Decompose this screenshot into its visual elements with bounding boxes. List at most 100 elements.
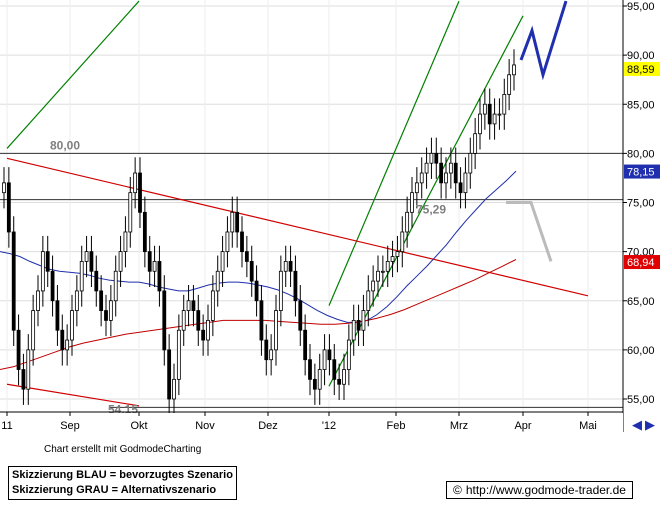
x-tick-label: Feb — [387, 420, 406, 432]
y-tick-label: 90,00 — [627, 50, 655, 62]
trend-lines — [6, 0, 589, 407]
price-body — [463, 172, 468, 194]
level-label: 54,15 — [108, 402, 138, 416]
level-label: 80,00 — [50, 138, 80, 152]
price-body — [99, 290, 104, 311]
legend-grey: Skizzierung GRAU = Alternativszenario — [12, 484, 217, 496]
price-body — [434, 152, 439, 164]
price-body — [186, 300, 191, 311]
price-body — [303, 329, 308, 361]
price-body — [308, 359, 312, 380]
y-tick-label: 65,00 — [627, 296, 655, 308]
price-body — [390, 256, 395, 262]
plot-area — [0, 0, 623, 412]
scroll-right-icon[interactable]: ▶ — [645, 418, 655, 433]
price-body — [2, 182, 6, 194]
price-body — [410, 192, 414, 213]
x-tick-label: Apr — [514, 420, 531, 432]
price-body — [395, 251, 400, 257]
price-tags: 88,59 78,15 68,94 — [624, 61, 660, 270]
price-body — [259, 300, 264, 341]
price-body — [278, 270, 283, 311]
price-bars — [2, 49, 516, 415]
x-tick-label: Dez — [258, 420, 278, 432]
x-tick-label: Okt — [130, 420, 147, 432]
scroll-arrows[interactable]: ◀ ▶ — [624, 413, 660, 433]
legend-blue: Skizzierung BLAU = bevorzugtes Szenario — [12, 469, 233, 481]
y-tick-label: 80,00 — [627, 148, 655, 160]
price-body — [31, 310, 36, 351]
price-body — [482, 103, 487, 115]
price-body — [74, 290, 79, 311]
price-body — [269, 349, 274, 361]
level-labels: 80,00 75,29 54,15 — [50, 138, 446, 416]
scenario-blue-path — [519, 0, 568, 81]
price-body — [142, 211, 147, 253]
price-body — [322, 349, 327, 370]
x-tick-label: Nov — [195, 420, 215, 432]
price-body — [371, 280, 376, 292]
y-tick-label: 60,00 — [627, 345, 655, 357]
price-body — [351, 319, 356, 341]
price-body — [424, 162, 429, 174]
price-tag-label: 88,59 — [627, 64, 655, 76]
scroll-left-icon[interactable]: ◀ — [632, 418, 642, 433]
price-body — [439, 162, 444, 184]
copyright-icon: © — [453, 483, 462, 497]
price-body — [317, 369, 322, 390]
price-body — [312, 378, 317, 390]
price-body — [235, 211, 240, 233]
price-body — [283, 261, 288, 272]
price-body — [405, 211, 410, 233]
y-axis: 95,0090,0085,0080,0075,0070,0065,0060,00… — [622, 0, 655, 432]
price-body — [167, 349, 172, 400]
chart-credit: Chart erstellt mit GodmodeCharting — [44, 444, 202, 455]
moving-average-line — [0, 259, 517, 370]
level-label: 75,29 — [416, 203, 446, 217]
price-body — [487, 103, 492, 125]
price-tag — [624, 164, 660, 179]
price-body — [385, 261, 390, 272]
x-tick-label: Mai — [579, 420, 597, 432]
scenario-legend: Skizzierung BLAU = bevorzugtes Szenario … — [8, 466, 237, 500]
price-body — [65, 339, 70, 351]
price-body — [26, 349, 31, 390]
price-tag — [624, 255, 660, 270]
price-body — [400, 231, 405, 253]
price-body — [346, 339, 351, 370]
price-body — [444, 172, 448, 184]
price-body — [468, 152, 473, 174]
source-url[interactable]: http://www.godmode-trader.de — [465, 483, 626, 497]
price-tag-label: 68,94 — [627, 257, 655, 269]
price-body — [176, 329, 181, 380]
price-body — [448, 162, 453, 174]
price-body — [79, 261, 84, 292]
price-body — [11, 231, 16, 331]
price-body — [94, 270, 99, 292]
x-tick-label: Mrz — [450, 420, 468, 432]
price-body — [502, 94, 507, 115]
trend-line — [6, 0, 140, 149]
price-body — [361, 310, 366, 331]
source-link[interactable]: © http://www.godmode-trader.de — [446, 481, 633, 499]
trend-line — [328, 0, 460, 306]
price-body — [36, 290, 40, 311]
price-body — [172, 378, 176, 400]
price-body — [45, 251, 50, 272]
price-body — [89, 251, 94, 272]
price-body — [147, 251, 152, 272]
price-body — [201, 329, 206, 341]
price-body — [414, 182, 419, 194]
price-body — [210, 290, 215, 321]
price-body — [21, 369, 26, 390]
price-body — [288, 261, 293, 272]
trend-line — [328, 15, 524, 387]
price-body — [342, 369, 346, 385]
price-body — [380, 270, 385, 273]
price-body — [70, 310, 74, 341]
y-tick-label: 95,00 — [627, 1, 655, 13]
price-body — [274, 310, 278, 351]
trend-line — [6, 157, 589, 297]
scenario-sketches — [506, 0, 568, 262]
